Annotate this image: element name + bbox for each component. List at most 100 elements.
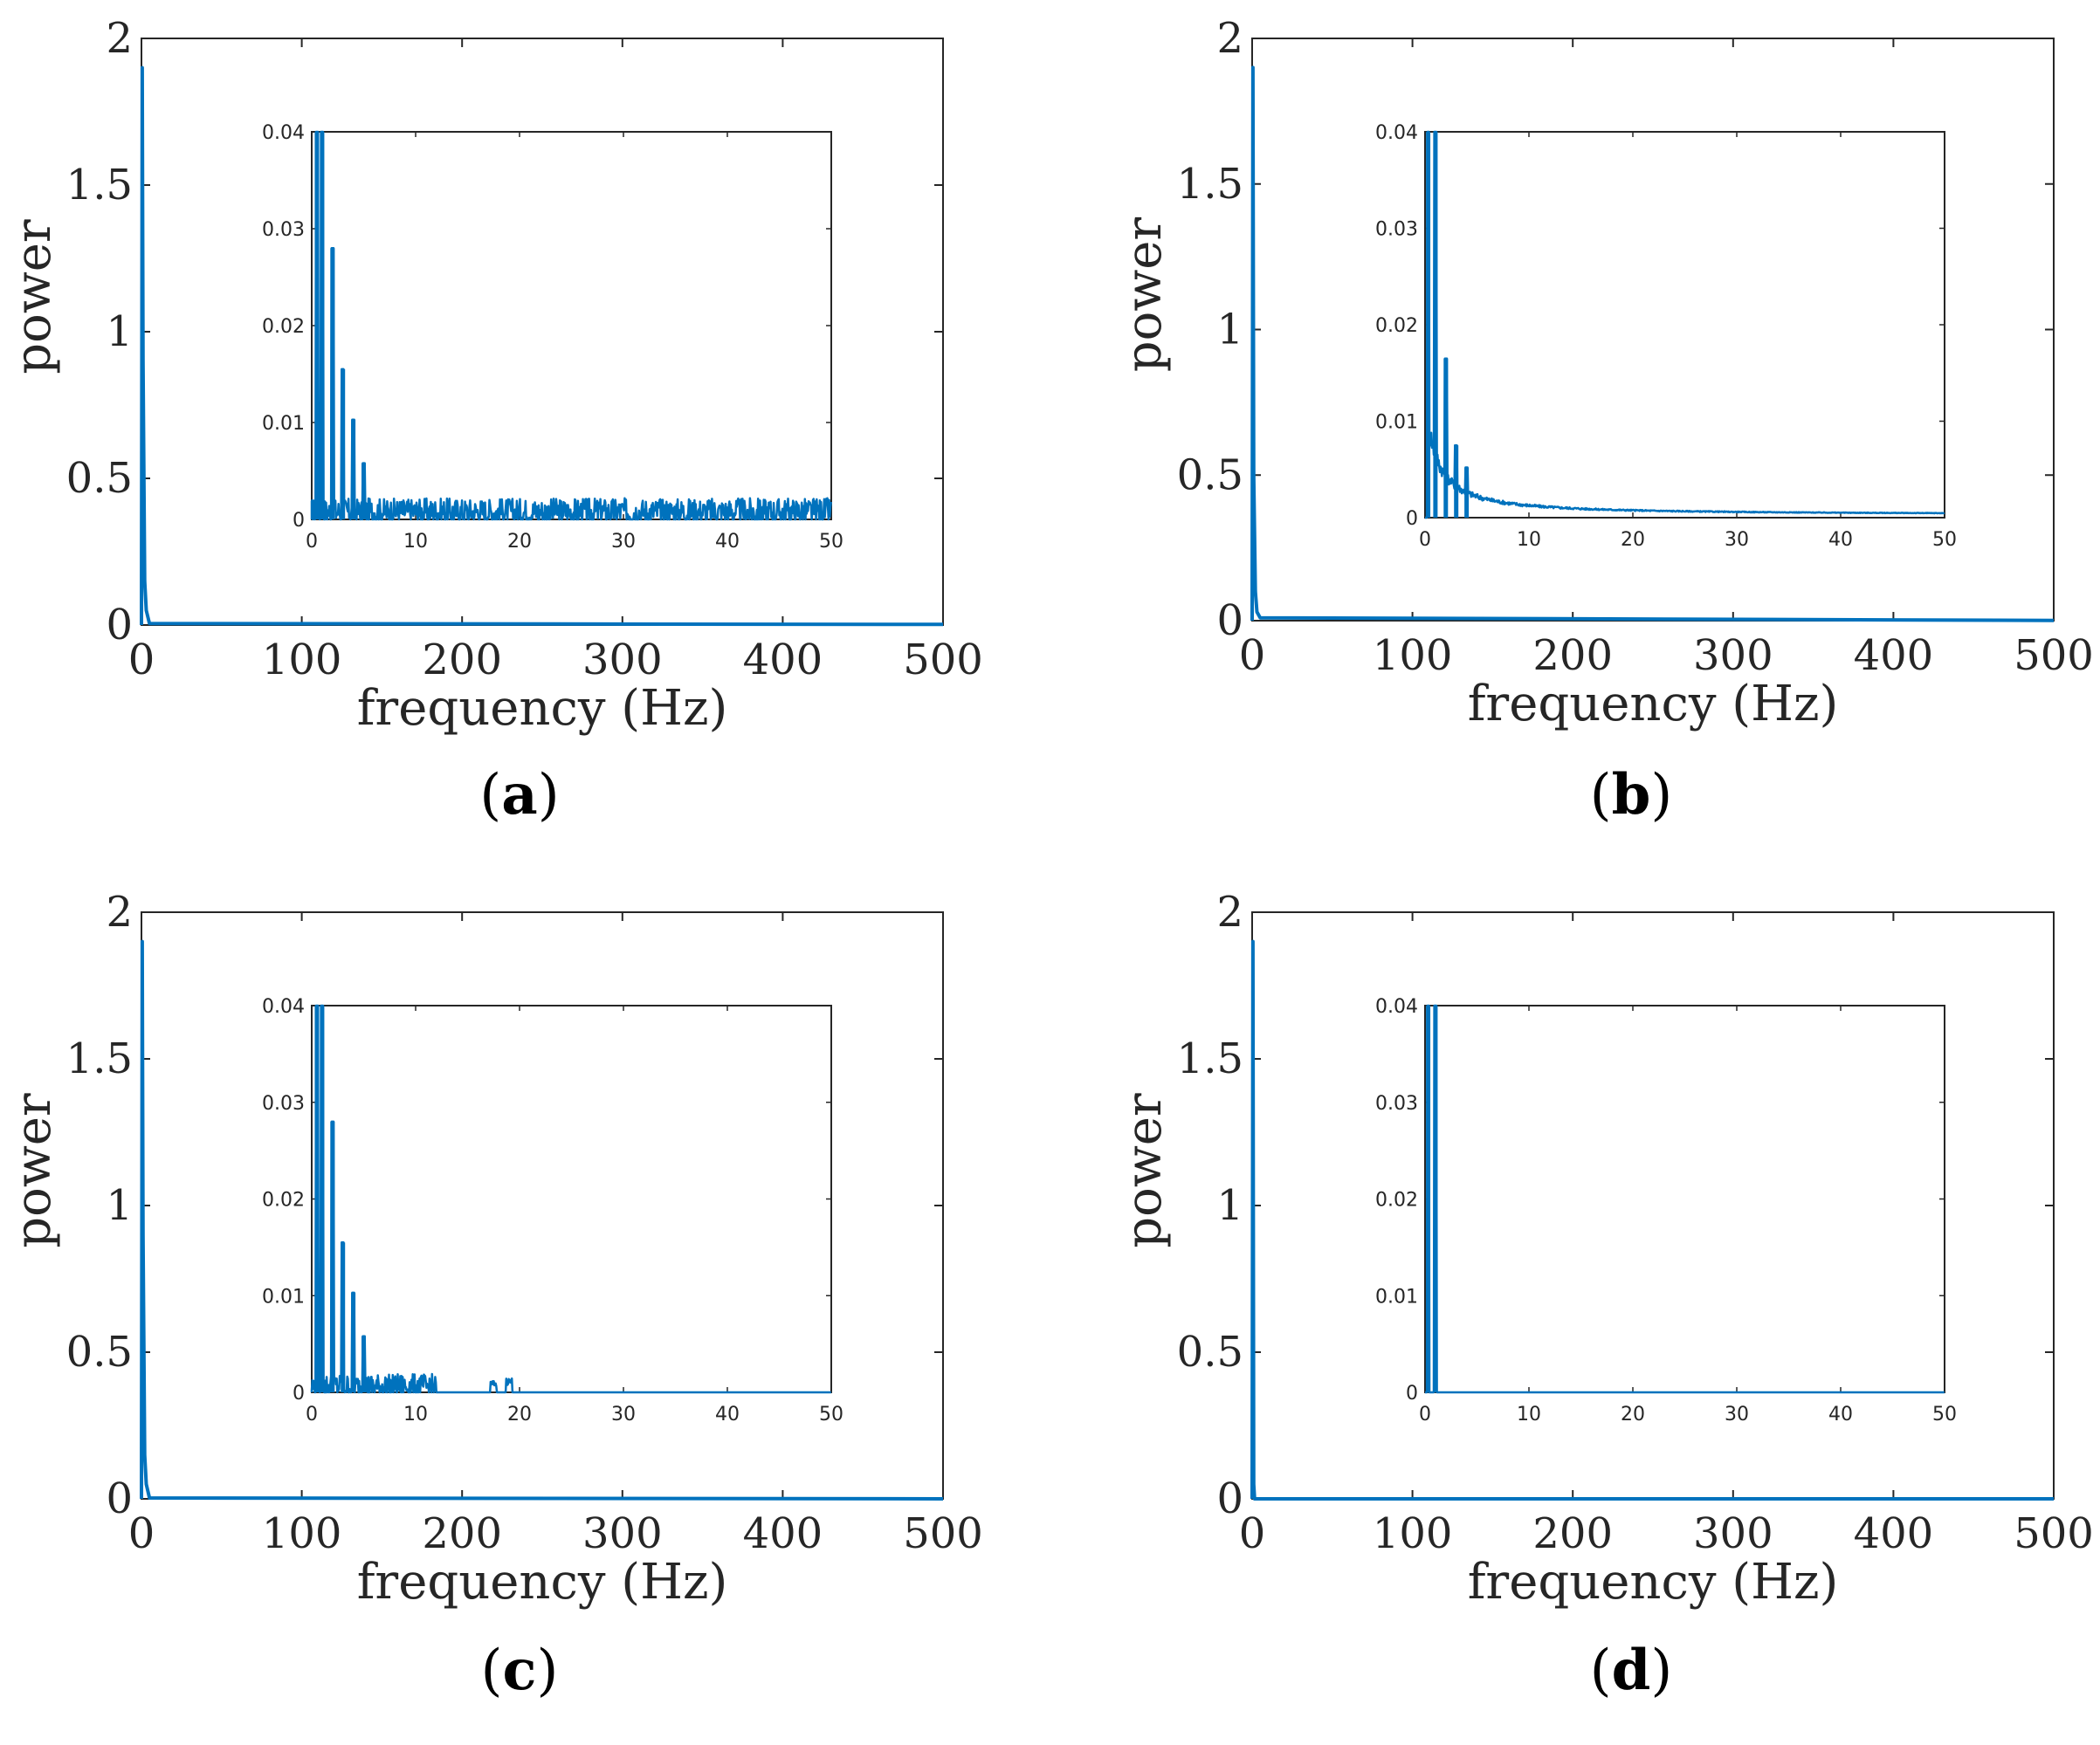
y-axis-label: power: [1116, 1093, 1173, 1248]
inset-y-tick-label: 0.03: [262, 219, 305, 241]
y-tick-label: 2: [106, 888, 133, 937]
inset-x-tick-label: 0: [1419, 529, 1431, 551]
panel-label-close: ): [538, 763, 560, 828]
panel-label-open: (: [1590, 1639, 1612, 1703]
x-tick-label: 500: [903, 635, 983, 684]
inset-axes: 0 0.01 0.02 0.03 0.04 0 10 20 30 40 50: [262, 996, 843, 1426]
inset-y-tick-label: 0.01: [1375, 412, 1418, 434]
inset-x-tick-label: 50: [819, 1404, 843, 1426]
x-tick-label: 300: [582, 635, 663, 684]
inset-series-line: [310, 130, 833, 521]
inset-axes: 0 0.01 0.02 0.03 0.04 0 10 20 30 40 50: [1375, 122, 1957, 551]
series-line-spectrum: [1250, 939, 2054, 1501]
inset-x-tick-label: 50: [1932, 529, 1957, 551]
x-tick-label: 400: [743, 635, 823, 684]
x-tick-label: 0: [128, 1509, 155, 1558]
inset-axes: 0 0.01 0.02 0.03 0.04 0 10 20 30 40 50: [1375, 996, 1957, 1426]
panel-label: (a): [479, 762, 559, 828]
inset-x-tick-label: 20: [1621, 529, 1645, 551]
inset-x-tick-label: 50: [819, 531, 843, 553]
x-tick-label: 100: [1373, 631, 1453, 680]
x-tick-label: 100: [262, 1509, 342, 1558]
inset-y-tick-label: 0: [1406, 508, 1418, 530]
y-axis-label: power: [1116, 217, 1173, 373]
x-tick-label: 0: [1239, 631, 1266, 680]
x-tick-label: 200: [422, 1509, 502, 1558]
y-tick-label: 0: [1216, 596, 1243, 645]
inset-frame: [311, 1005, 832, 1393]
inset-x-tick-label: 20: [507, 1404, 532, 1426]
inset-x-tick-label: 10: [1517, 529, 1541, 551]
inset-x-tick-label: 0: [306, 531, 318, 553]
y-tick-label: 1: [1216, 306, 1243, 354]
y-tick-label: 1.5: [1177, 1034, 1243, 1083]
inset-series-line: [310, 1004, 832, 1394]
panel-label-close: ): [1650, 763, 1672, 828]
panel-label-letter: c: [503, 1638, 537, 1703]
y-tick-label: 1.5: [1177, 160, 1243, 209]
x-tick-label: 500: [2014, 631, 2094, 680]
x-tick-label: 500: [2014, 1509, 2094, 1558]
x-axis-label: frequency (Hz): [357, 680, 728, 737]
x-tick-label: 400: [743, 1509, 823, 1558]
panel-label: (d): [1590, 1638, 1673, 1703]
inset-x-tick-label: 40: [715, 531, 740, 553]
inset-series-line: [1424, 130, 1945, 519]
x-tick-label: 100: [262, 635, 342, 684]
inset-y-tick-label: 0: [293, 1383, 305, 1405]
y-tick-label: 2: [1216, 888, 1243, 937]
inset-y-tick-label: 0.02: [262, 316, 305, 338]
inset-y-tick-label: 0.04: [262, 122, 305, 144]
panel-label-close: ): [536, 1639, 558, 1703]
y-tick-label: 0: [106, 1474, 133, 1523]
y-tick-label: 0: [1216, 1474, 1243, 1523]
inset-x-tick-label: 0: [1419, 1404, 1431, 1426]
series-line-spectrum: [140, 65, 944, 627]
inset-series-line: [1424, 1004, 1945, 1394]
panel-label: (b): [1590, 762, 1673, 828]
inset-x-tick-label: 30: [611, 1404, 636, 1426]
inset-y-tick-label: 0.02: [262, 1190, 305, 1212]
inset-frame: [1424, 1005, 1945, 1393]
y-axis-label: power: [5, 1093, 62, 1248]
y-tick-label: 1.5: [66, 1034, 133, 1083]
inset-x-tick-label: 40: [1828, 1404, 1853, 1426]
y-tick-label: 1: [106, 307, 133, 356]
inset-x-tick-label: 40: [1828, 529, 1853, 551]
y-tick-label: 0.5: [66, 1328, 133, 1377]
inset-x-tick-label: 50: [1932, 1404, 1957, 1426]
y-tick-label: 2: [1216, 14, 1243, 63]
x-axis-label: frequency (Hz): [357, 1554, 728, 1611]
y-tick-label: 0: [106, 601, 133, 649]
y-tick-label: 1: [1216, 1181, 1243, 1230]
inset-x-tick-label: 30: [1725, 529, 1749, 551]
inset-y-tick-label: 0.03: [1375, 1093, 1418, 1115]
inset-y-tick-label: 0: [1406, 1383, 1418, 1405]
panel-label-letter: a: [501, 762, 537, 828]
x-tick-label: 400: [1854, 1509, 1934, 1558]
inset-y-tick-label: 0.04: [262, 996, 305, 1018]
x-tick-label: 100: [1373, 1509, 1453, 1558]
inset-y-tick-label: 0.01: [262, 413, 305, 435]
inset-x-tick-label: 10: [403, 531, 428, 553]
panel-label-open: (: [481, 1639, 503, 1703]
inset-y-tick-label: 0.04: [1375, 122, 1418, 144]
series-line-spectrum: [140, 939, 944, 1501]
x-tick-label: 300: [1693, 631, 1773, 680]
inset-y-tick-label: 0.02: [1375, 1190, 1418, 1212]
x-tick-label: 500: [903, 1509, 983, 1558]
panel-label-close: ): [1650, 1639, 1672, 1703]
inset-x-tick-label: 20: [1621, 1404, 1645, 1426]
inset-x-tick-label: 10: [403, 1404, 428, 1426]
x-tick-label: 300: [1693, 1509, 1773, 1558]
inset-frame: [311, 131, 832, 520]
inset-axes: 0 0.01 0.02 0.03 0.04 0 10 20 30 40 50: [262, 122, 843, 553]
inset-y-tick-label: 0.01: [1375, 1286, 1418, 1308]
inset-x-tick-label: 40: [715, 1404, 740, 1426]
x-tick-label: 400: [1854, 631, 1934, 680]
